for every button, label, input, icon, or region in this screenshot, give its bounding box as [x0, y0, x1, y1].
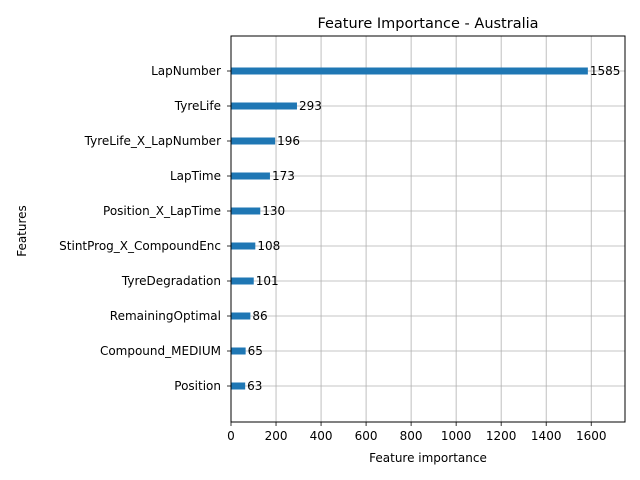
y-tick-label: Compound_MEDIUM [100, 344, 221, 358]
x-tick-label: 1000 [441, 429, 472, 443]
x-tick-label: 800 [400, 429, 423, 443]
grid-lines [230, 36, 625, 422]
y-tick-label: Position_X_LapTime [103, 204, 221, 218]
bar-value-label: 101 [256, 274, 279, 288]
bar-value-label: 86 [252, 309, 267, 323]
bar [231, 347, 246, 355]
bar-value-label: 65 [248, 344, 263, 358]
y-tick-label: RemainingOptimal [110, 309, 221, 323]
bar-value-label: 130 [262, 204, 285, 218]
bar-value-label: 196 [277, 134, 300, 148]
bar [231, 67, 588, 75]
y-axis-label: Features [15, 205, 29, 257]
bars [231, 67, 588, 390]
x-tick-label: 400 [310, 429, 333, 443]
x-tick-label: 1200 [486, 429, 517, 443]
data-labels: 1585 293 196 173 130 108 101 86 65 63 [247, 64, 620, 393]
bar [231, 382, 246, 390]
bar-value-label: 63 [247, 379, 262, 393]
x-tick-label: 1400 [531, 429, 562, 443]
y-tick-label: TyreLife_X_LapNumber [84, 134, 221, 148]
bar [231, 172, 270, 180]
y-tick-label: Position [174, 379, 221, 393]
x-tick-label: 1600 [576, 429, 607, 443]
y-tick-labels: LapNumber TyreLife TyreLife_X_LapNumber Lap… [59, 64, 231, 393]
plot-frame [230, 35, 626, 423]
x-tick-labels: 0 200 400 600 800 1000 1200 1400 1600 [227, 422, 607, 443]
bar [231, 242, 256, 250]
bar [231, 312, 251, 320]
bar-value-label: 1585 [590, 64, 621, 78]
bar-value-label: 293 [299, 99, 322, 113]
bar [231, 137, 276, 145]
y-tick-label: TyreDegradation [121, 274, 221, 288]
bar-value-label: 173 [272, 169, 295, 183]
x-tick-label: 0 [227, 429, 235, 443]
bar-value-label: 108 [257, 239, 280, 253]
y-tick-label: TyreLife [174, 99, 221, 113]
y-tick-label: StintProg_X_CompoundEnc [59, 239, 221, 253]
x-tick-label: 600 [355, 429, 378, 443]
y-tick-label: LapTime [170, 169, 221, 183]
bar [231, 102, 297, 110]
y-tick-label: LapNumber [151, 64, 221, 78]
x-tick-label: 200 [265, 429, 288, 443]
x-axis-label: Feature importance [369, 451, 487, 465]
bar [231, 207, 261, 215]
chart-title: Feature Importance - Australia [317, 16, 538, 32]
bar [231, 277, 254, 285]
